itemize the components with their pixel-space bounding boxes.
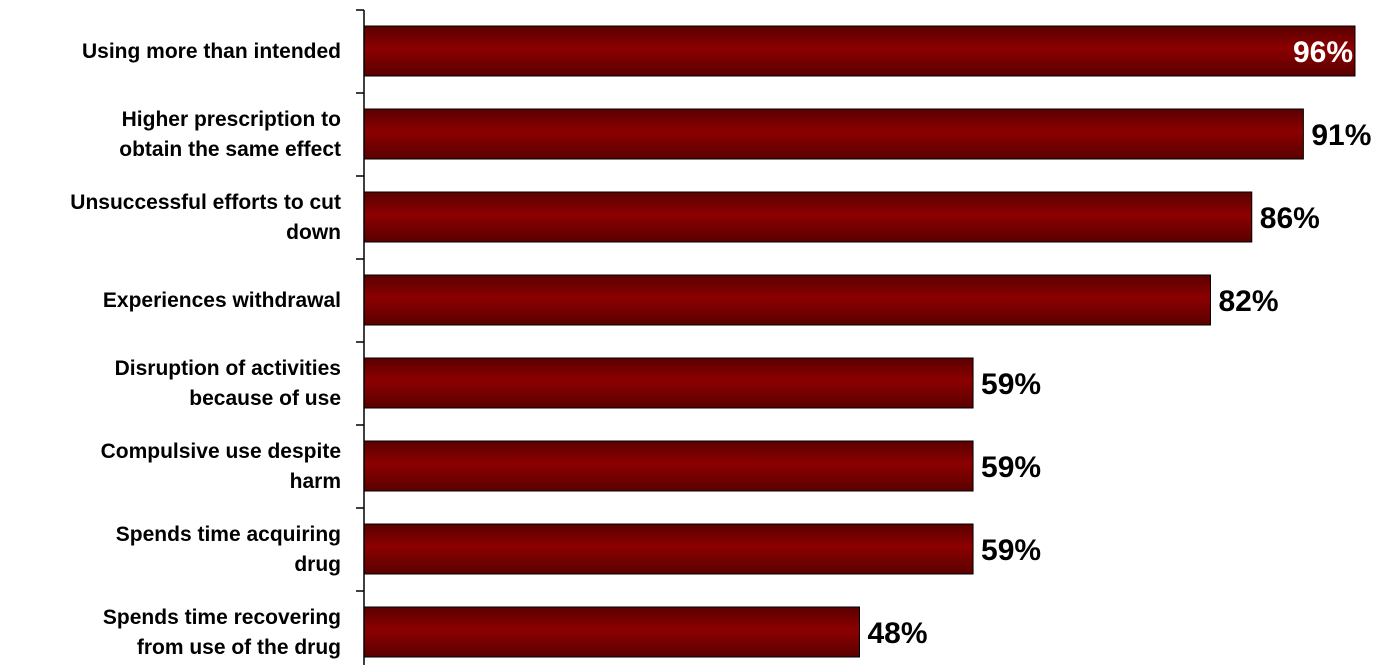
category-label-7-line-1: Spends time acquiring bbox=[116, 523, 341, 546]
category-label-1: Using more than intended bbox=[82, 40, 341, 63]
category-label-7-line-2: drug bbox=[294, 553, 341, 576]
y-axis-group bbox=[356, 9, 365, 665]
category-label-5-line-2: because of use bbox=[189, 387, 341, 410]
category-label-3-line-2: down bbox=[286, 221, 341, 244]
bar-4 bbox=[363, 274, 1211, 326]
bar-2 bbox=[363, 108, 1304, 160]
value-label-3: 86% bbox=[1260, 202, 1320, 235]
category-label-5-line-1: Disruption of activities bbox=[115, 357, 341, 380]
value-label-4: 82% bbox=[1218, 285, 1278, 318]
bar-7 bbox=[363, 523, 974, 575]
bar-6 bbox=[363, 440, 974, 492]
value-label-1: 96% bbox=[1293, 36, 1353, 69]
category-label-2-line-1: Higher prescription to bbox=[122, 108, 341, 131]
category-labels-group: Using more than intended Higher prescript… bbox=[70, 40, 341, 659]
category-label-3-line-1: Unsuccessful efforts to cut bbox=[70, 191, 341, 214]
bar-1 bbox=[363, 25, 1356, 77]
value-label-6: 59% bbox=[981, 451, 1041, 484]
category-label-4: Experiences withdrawal bbox=[103, 289, 341, 312]
category-label-8-line-2: from use of the drug bbox=[137, 636, 341, 659]
value-label-2: 91% bbox=[1311, 119, 1371, 152]
bar-3 bbox=[363, 191, 1253, 243]
category-label-6-line-2: harm bbox=[290, 470, 341, 493]
value-label-5: 59% bbox=[981, 368, 1041, 401]
category-label-6-line-1: Compulsive use despite bbox=[101, 440, 341, 463]
bar-5 bbox=[363, 357, 974, 409]
value-label-8: 48% bbox=[868, 617, 928, 650]
bar-8 bbox=[363, 606, 860, 658]
value-label-7: 59% bbox=[981, 534, 1041, 567]
bars-group bbox=[363, 25, 1356, 658]
category-label-2-line-2: obtain the same effect bbox=[119, 138, 341, 161]
category-label-8-line-1: Spends time recovering bbox=[103, 606, 341, 629]
value-labels-group: 96% 91% 86% 82% 59% 59% 59% 48% bbox=[868, 36, 1372, 650]
